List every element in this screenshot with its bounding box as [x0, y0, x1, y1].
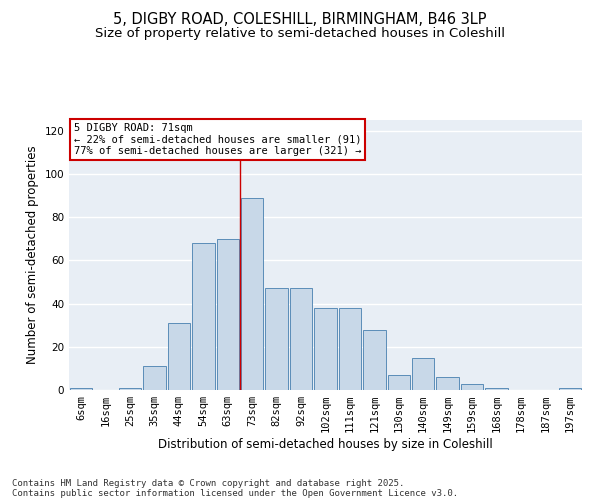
Bar [363, 330, 386, 390]
Bar [217, 239, 239, 390]
Bar [167, 323, 190, 390]
Y-axis label: Number of semi-detached properties: Number of semi-detached properties [26, 146, 39, 364]
Text: Contains HM Land Registry data © Crown copyright and database right 2025.: Contains HM Land Registry data © Crown c… [12, 478, 404, 488]
Bar [485, 388, 508, 390]
Text: Size of property relative to semi-detached houses in Coleshill: Size of property relative to semi-detach… [95, 28, 505, 40]
Bar [559, 388, 581, 390]
Text: 5, DIGBY ROAD, COLESHILL, BIRMINGHAM, B46 3LP: 5, DIGBY ROAD, COLESHILL, BIRMINGHAM, B4… [113, 12, 487, 28]
Bar [314, 308, 337, 390]
Bar [412, 358, 434, 390]
Bar [436, 377, 459, 390]
Bar [265, 288, 288, 390]
Bar [119, 388, 142, 390]
Bar [70, 388, 92, 390]
Bar [338, 308, 361, 390]
Bar [241, 198, 263, 390]
Bar [192, 243, 215, 390]
Bar [290, 288, 313, 390]
Bar [461, 384, 484, 390]
Bar [388, 375, 410, 390]
X-axis label: Distribution of semi-detached houses by size in Coleshill: Distribution of semi-detached houses by … [158, 438, 493, 451]
Bar [143, 366, 166, 390]
Text: Contains public sector information licensed under the Open Government Licence v3: Contains public sector information licen… [12, 488, 458, 498]
Text: 5 DIGBY ROAD: 71sqm
← 22% of semi-detached houses are smaller (91)
77% of semi-d: 5 DIGBY ROAD: 71sqm ← 22% of semi-detach… [74, 122, 362, 156]
